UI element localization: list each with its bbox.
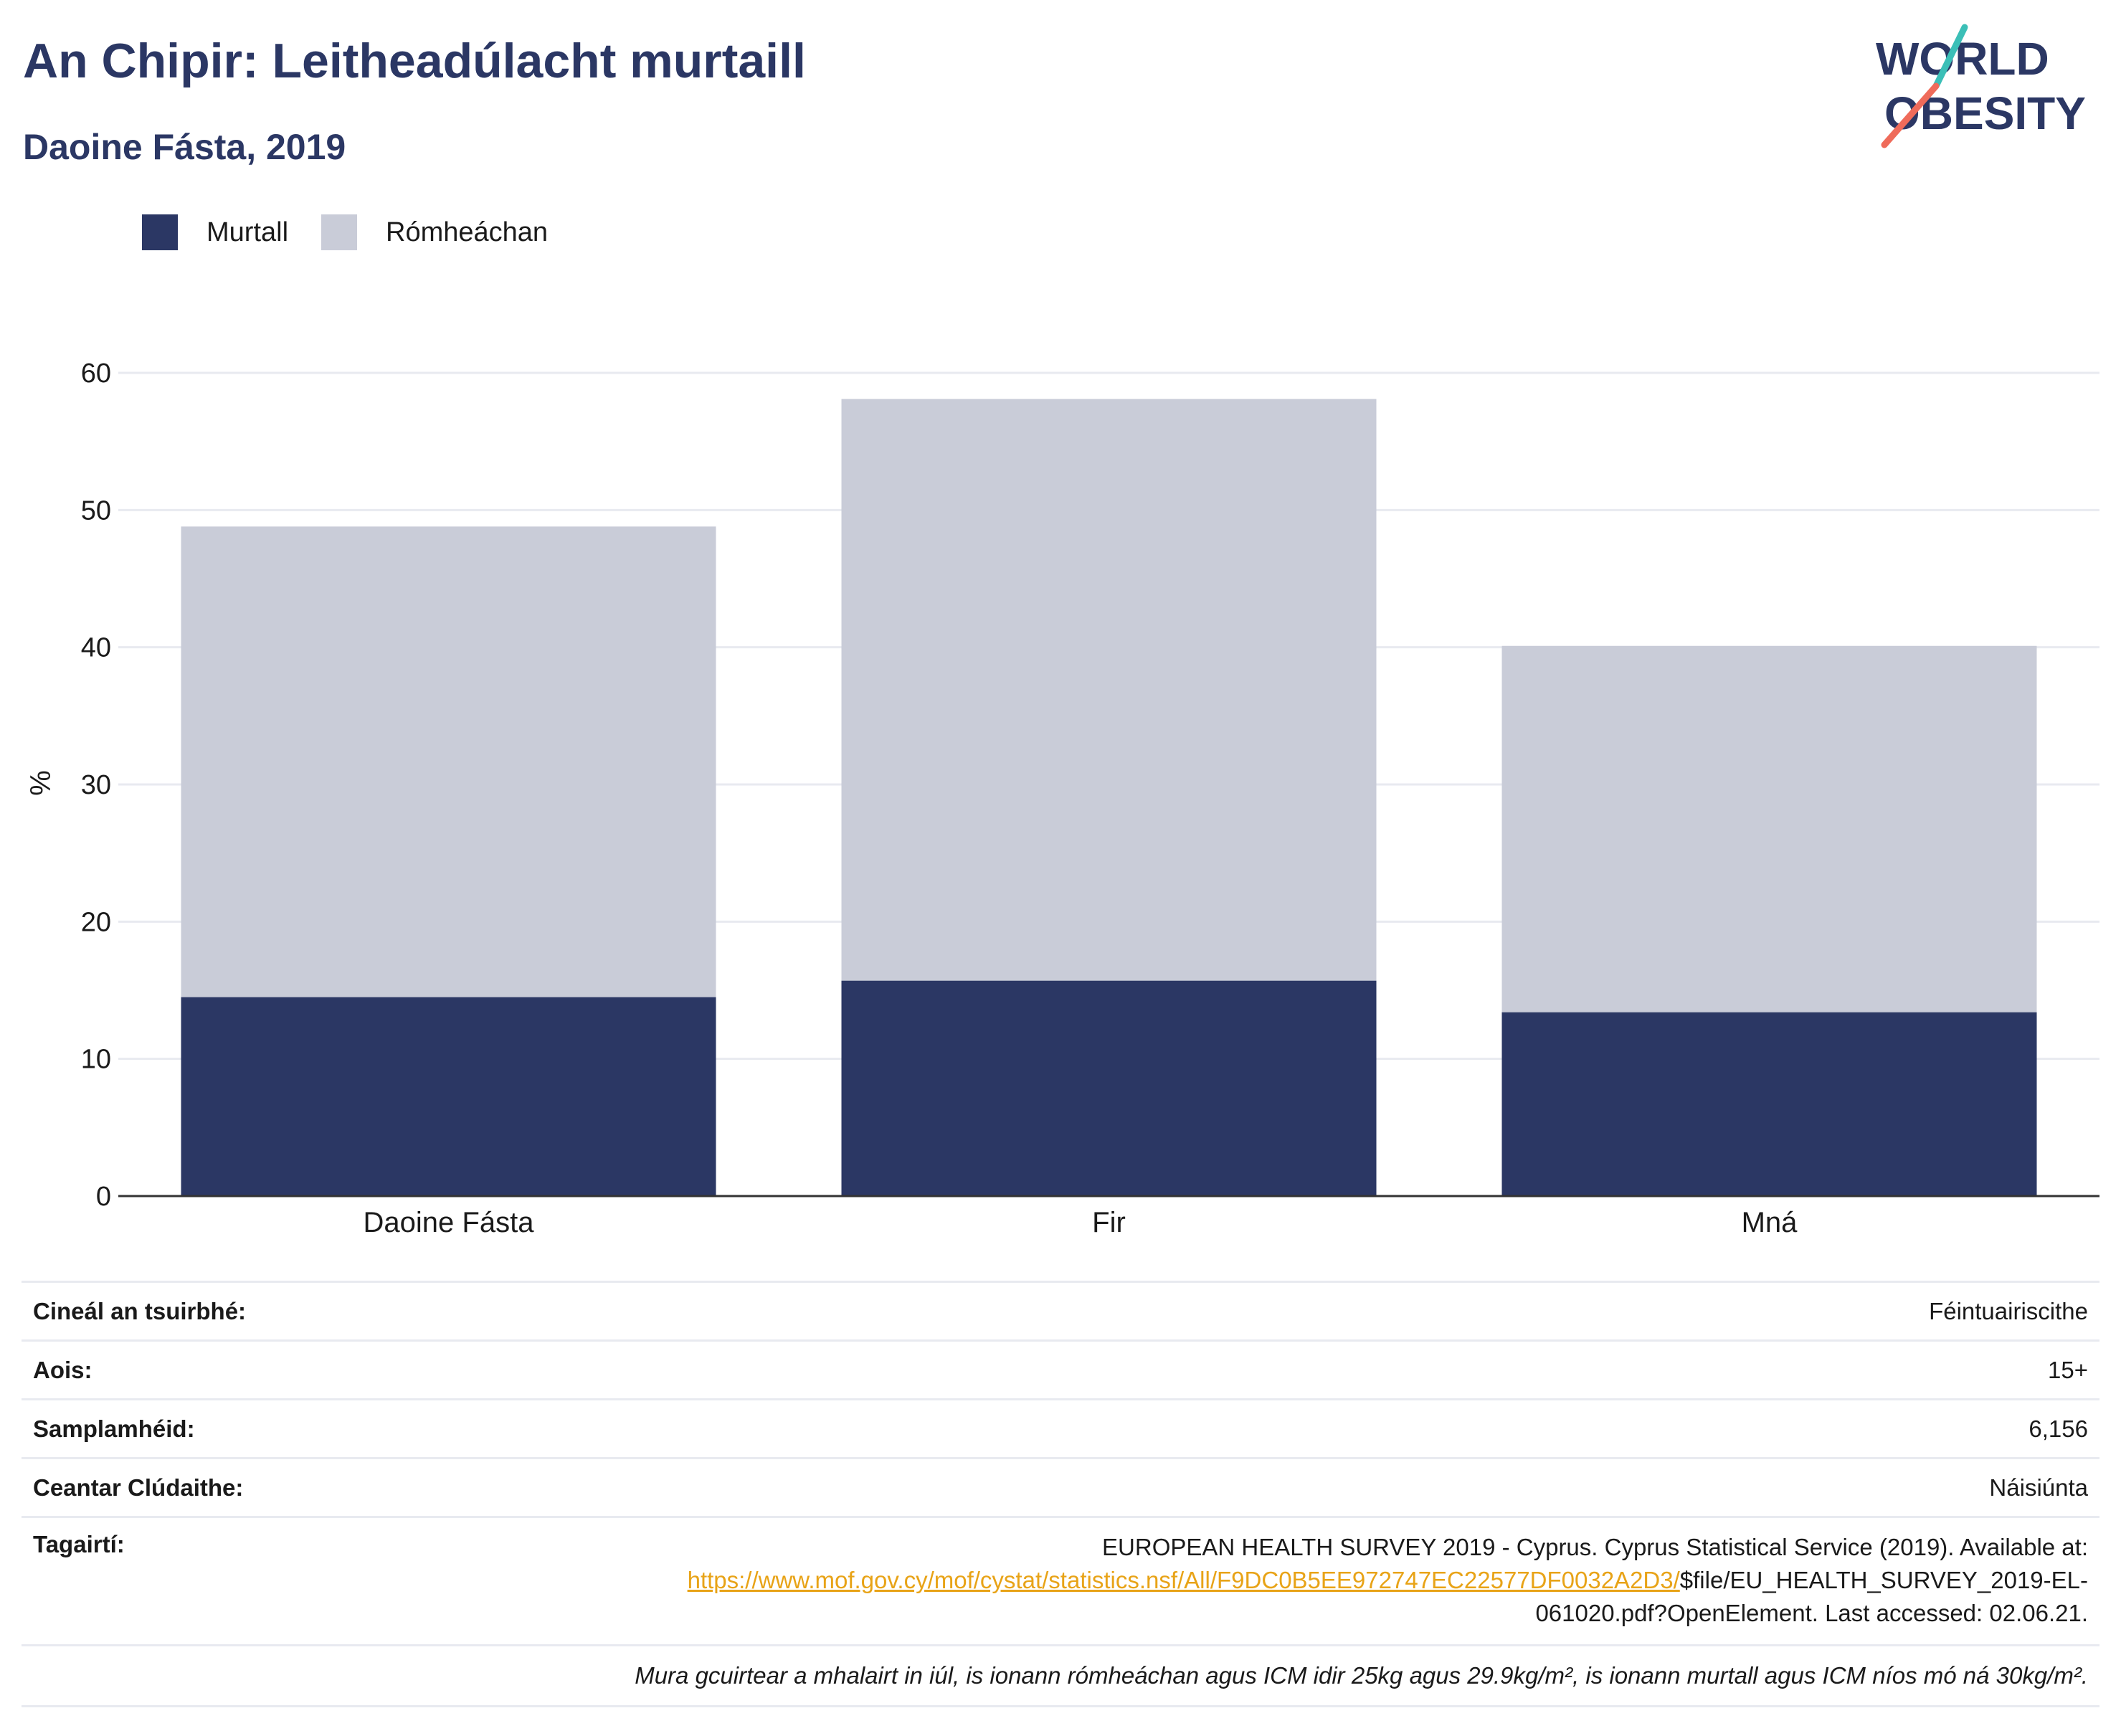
y-tick-label: 30 bbox=[81, 770, 111, 800]
x-category-label: Daoine Fásta bbox=[364, 1207, 535, 1238]
info-row-note: Mura gcuirtear a mhalairt in iúl, is ion… bbox=[22, 1646, 2099, 1707]
y-tick-label: 60 bbox=[81, 359, 111, 389]
definition-note: Mura gcuirtear a mhalairt in iúl, is ion… bbox=[635, 1662, 2088, 1689]
bar-chart: 0 10 20 30 40 50 60 Daoine Fásta Fir Mná % bbox=[25, 359, 2099, 1238]
info-row-survey-type: Cineál an tsuirbhé: Féintuairiscithe bbox=[22, 1283, 2099, 1342]
reference-text-3: 061020.pdf?OpenElement. Last accessed: 0… bbox=[1535, 1600, 2088, 1626]
legend-item-obese: Murtall bbox=[142, 214, 288, 250]
info-table: Cineál an tsuirbhé: Féintuairiscithe Aoi… bbox=[22, 1281, 2099, 1707]
world-obesity-logo: WORLD OBESITY bbox=[1876, 24, 2086, 148]
info-key-sample-size: Samplamhéid: bbox=[33, 1415, 195, 1442]
chart-legend: Murtall Rómheáchan bbox=[142, 212, 581, 252]
info-row-area-covered: Ceantar Clúdaithe: Náisiúnta bbox=[22, 1459, 2099, 1518]
info-val-age: 15+ bbox=[2048, 1356, 2088, 1383]
y-tick-label: 0 bbox=[96, 1182, 111, 1212]
info-row-references: Tagairtí: EUROPEAN HEALTH SURVEY 2019 - … bbox=[22, 1518, 2099, 1646]
logo-line1: WORLD bbox=[1876, 33, 2049, 85]
y-tick-label: 50 bbox=[81, 495, 111, 526]
legend-label-overweight: Rómheáchan bbox=[386, 217, 549, 247]
bar-obese-2 bbox=[1501, 1012, 2037, 1196]
bar-group bbox=[118, 399, 2099, 1197]
info-key-area-covered: Ceantar Clúdaithe: bbox=[33, 1474, 244, 1501]
logo-slash-teal bbox=[1932, 24, 1968, 90]
reference-link[interactable]: https://www.mof.gov.cy/mof/cystat/statis… bbox=[687, 1567, 1680, 1593]
legend-swatch-overweight bbox=[321, 214, 358, 250]
chart-title: An Chipir: Leitheadúlacht murtaill bbox=[23, 34, 806, 88]
reference-text-2: $file/EU_HEALTH_SURVEY_2019-EL- bbox=[1679, 1567, 2088, 1593]
chart-subtitle: Daoine Fásta, 2019 bbox=[23, 127, 346, 167]
legend-label-obese: Murtall bbox=[207, 217, 289, 247]
info-row-age: Aois: 15+ bbox=[22, 1342, 2099, 1400]
x-axis-labels: Daoine Fásta Fir Mná bbox=[364, 1207, 1798, 1238]
info-val-survey-type: Féintuairiscithe bbox=[1929, 1297, 2088, 1324]
legend-item-overweight: Rómheáchan bbox=[321, 214, 548, 250]
info-key-survey-type: Cineál an tsuirbhé: bbox=[33, 1297, 247, 1324]
bar-overweight-1 bbox=[841, 399, 1377, 981]
y-tick-label: 20 bbox=[81, 907, 111, 937]
y-axis-title: % bbox=[25, 770, 57, 796]
info-val-sample-size: 6,156 bbox=[2029, 1415, 2088, 1442]
bar-obese-0 bbox=[181, 997, 716, 1196]
x-category-label: Mná bbox=[1742, 1207, 1798, 1238]
info-val-area-covered: Náisiúnta bbox=[1989, 1474, 2088, 1501]
logo-line2: OBESITY bbox=[1884, 87, 2086, 139]
info-val-references: EUROPEAN HEALTH SURVEY 2019 - Cyprus. Cy… bbox=[295, 1531, 2088, 1630]
logo-slash-coral bbox=[1881, 82, 1940, 148]
bar-overweight-2 bbox=[1501, 645, 2037, 1012]
info-key-age: Aois: bbox=[33, 1356, 92, 1383]
bar-overweight-0 bbox=[181, 526, 716, 997]
bar-obese-1 bbox=[841, 980, 1377, 1196]
x-category-label: Fir bbox=[1092, 1207, 1126, 1238]
legend-swatch-obese bbox=[142, 214, 178, 250]
y-axis-ticks: 0 10 20 30 40 50 60 bbox=[81, 359, 111, 1212]
reference-text-1: EUROPEAN HEALTH SURVEY 2019 - Cyprus. Cy… bbox=[1102, 1534, 2088, 1560]
y-tick-label: 40 bbox=[81, 633, 111, 663]
y-tick-label: 10 bbox=[81, 1045, 111, 1075]
info-key-references: Tagairtí: bbox=[33, 1531, 125, 1557]
info-row-sample-size: Samplamhéid: 6,156 bbox=[22, 1400, 2099, 1459]
